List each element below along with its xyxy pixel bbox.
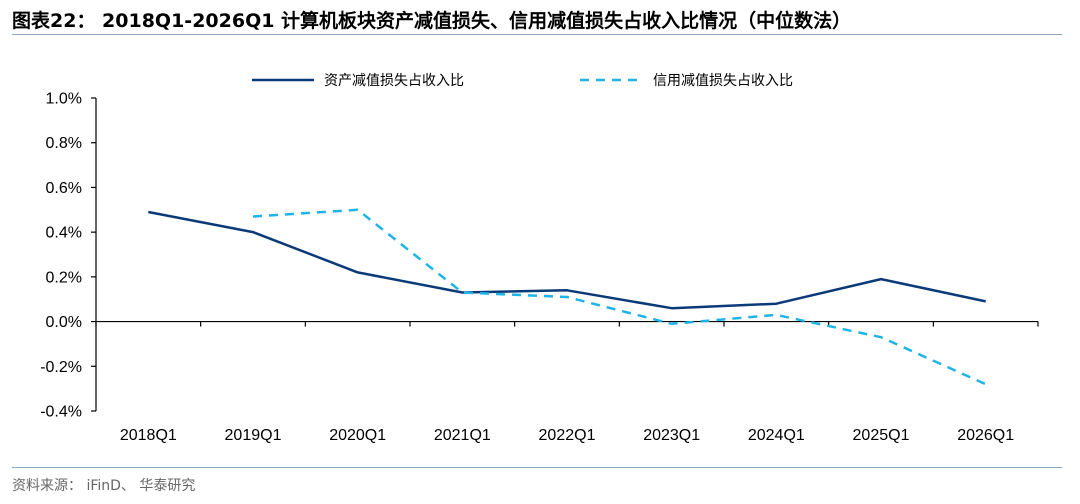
- y-tick-label: 0.2%: [46, 269, 82, 286]
- x-tick-label: 2022Q1: [539, 427, 596, 444]
- chart-series: [148, 208, 987, 386]
- y-tick-label: 0.0%: [46, 314, 82, 331]
- x-tick-label: 2026Q1: [957, 427, 1014, 444]
- x-tick-label: 2019Q1: [225, 427, 282, 444]
- x-tick-label: 2023Q1: [643, 427, 700, 444]
- title-divider: [12, 34, 1062, 35]
- y-tick-label: 0.6%: [46, 180, 82, 197]
- y-tick-label: -0.4%: [40, 404, 82, 421]
- series-line: [148, 210, 986, 310]
- x-tick-label: 2024Q1: [748, 427, 805, 444]
- x-tick-label: 2020Q1: [329, 427, 386, 444]
- chart-legend: 资产减值损失占收入比 信用减值损失占收入比: [252, 73, 793, 89]
- legend-label: 资产减值损失占收入比: [324, 73, 464, 89]
- source-note: 资料来源： iFinD、 华泰研究: [12, 478, 196, 494]
- series-line: [252, 208, 987, 386]
- legend-label: 信用减值损失占收入比: [653, 73, 793, 89]
- x-tick-label: 2025Q1: [853, 427, 910, 444]
- chart-axes: 1.0% 0.8% 0.6% 0.4% 0.2% 0.0% -0.2% -0.4% 2018Q1…: [40, 91, 1039, 444]
- x-tick-label: 2021Q1: [434, 427, 491, 444]
- x-tick-label: 2018Q1: [120, 427, 177, 444]
- y-tick-label: 1.0%: [46, 91, 82, 108]
- chart-title: 图表22： 2018Q1-2026Q1 计算机板块资产减值损失、信用减值损失占收…: [12, 10, 852, 32]
- y-tick-label: 0.8%: [46, 135, 82, 152]
- y-tick-label: -0.2%: [40, 359, 82, 376]
- source-divider: [12, 467, 1062, 468]
- y-tick-label: 0.4%: [46, 225, 82, 242]
